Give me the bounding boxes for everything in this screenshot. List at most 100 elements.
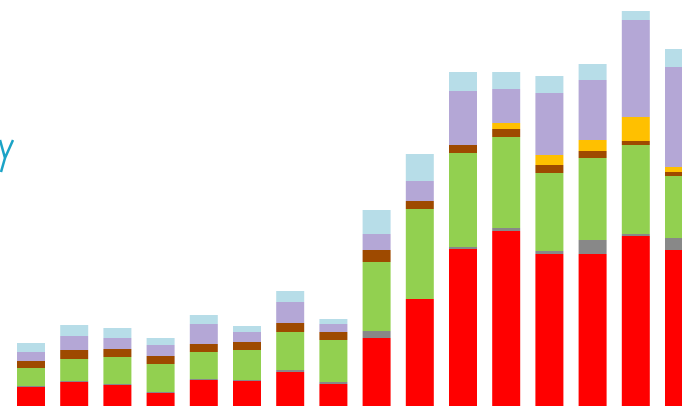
bar-segment-s5-15 xyxy=(621,117,650,141)
bar-segment-s1-1 xyxy=(17,387,45,406)
bar-segment-s3-2 xyxy=(60,359,89,381)
bar-segment-s2-2 xyxy=(60,381,89,382)
bar-segment-s4-5 xyxy=(189,344,218,352)
bar-segment-s1-11 xyxy=(449,249,477,406)
bar-segment-s3-16 xyxy=(665,176,682,238)
bar-segment-s3-12 xyxy=(492,137,521,228)
bar-segment-s1-15 xyxy=(621,236,650,406)
bar-segment-s1-13 xyxy=(535,254,564,406)
bar-segment-s6-2 xyxy=(60,336,89,350)
bar-segment-s3-6 xyxy=(233,350,261,380)
bar-segment-s3-1 xyxy=(17,368,45,386)
bar-segment-s2-14 xyxy=(578,240,607,254)
bar-segment-s6-10 xyxy=(405,181,434,201)
bar-segment-s7-9 xyxy=(362,210,391,234)
bar-segment-s6-7 xyxy=(276,302,305,323)
bar-segment-s2-5 xyxy=(189,379,218,380)
bar-segment-s1-2 xyxy=(60,382,89,406)
bar-segment-s7-1 xyxy=(17,343,45,352)
bar-segment-s7-2 xyxy=(60,325,89,336)
bar-segment-s4-7 xyxy=(276,323,305,332)
bar-series-group xyxy=(17,11,682,406)
bar-segment-s4-1 xyxy=(17,361,45,368)
bar-segment-s7-13 xyxy=(535,76,564,93)
bar-segment-s6-5 xyxy=(189,324,218,344)
bar-segment-s5-16 xyxy=(665,167,682,172)
bar-segment-s6-16 xyxy=(665,67,682,167)
bar-segment-s7-8 xyxy=(319,319,348,324)
bar-segment-s1-8 xyxy=(319,384,348,406)
bar-segment-s2-12 xyxy=(492,228,521,231)
bar-segment-s1-9 xyxy=(362,338,391,406)
bar-segment-s6-9 xyxy=(362,234,391,250)
bar-segment-s4-11 xyxy=(449,145,477,153)
partial-title-glyph xyxy=(0,139,14,173)
bar-segment-s4-14 xyxy=(578,151,607,158)
bar-segment-s7-3 xyxy=(103,328,132,338)
bar-segment-s4-15 xyxy=(621,141,650,145)
bar-segment-s5-13 xyxy=(535,155,564,165)
bar-segment-s3-9 xyxy=(362,262,391,331)
bar-segment-s1-6 xyxy=(233,381,261,406)
bar-segment-s6-14 xyxy=(578,80,607,140)
bar-segment-s6-13 xyxy=(535,93,564,155)
bar-segment-s3-13 xyxy=(535,173,564,251)
bar-segment-s2-13 xyxy=(535,251,564,254)
bar-segment-s2-8 xyxy=(319,382,348,384)
bar-segment-s1-3 xyxy=(103,385,132,406)
bar-segment-s4-12 xyxy=(492,129,521,137)
bar-segment-s2-15 xyxy=(621,234,650,236)
bar-segment-s3-15 xyxy=(621,145,650,234)
bar-segment-s4-4 xyxy=(146,356,175,364)
bar-segment-s7-4 xyxy=(146,338,175,345)
bar-segment-s2-11 xyxy=(449,247,477,249)
bar-segment-s1-4 xyxy=(146,393,175,406)
bar-segment-s7-15 xyxy=(621,11,650,20)
bar-segment-s2-3 xyxy=(103,384,132,385)
bar-segment-s4-16 xyxy=(665,172,682,176)
bar-segment-s4-2 xyxy=(60,350,89,359)
bar-segment-s2-4 xyxy=(146,392,175,393)
bar-segment-s4-9 xyxy=(362,250,391,262)
bar-segment-s3-14 xyxy=(578,158,607,240)
bar-segment-s7-6 xyxy=(233,326,261,332)
bar-segment-s7-5 xyxy=(189,315,218,324)
bar-segment-s1-7 xyxy=(276,372,305,406)
bar-segment-s7-7 xyxy=(276,291,305,302)
bar-segment-s7-11 xyxy=(449,72,477,91)
bar-segment-s6-3 xyxy=(103,338,132,349)
bar-segment-s2-6 xyxy=(233,380,261,381)
bar-segment-s5-12 xyxy=(492,123,521,129)
bar-segment-s2-7 xyxy=(276,370,305,372)
bar-segment-s1-12 xyxy=(492,231,521,406)
bar-segment-s2-1 xyxy=(17,386,45,387)
bar-segment-s1-10 xyxy=(405,299,434,406)
bar-segment-s1-5 xyxy=(189,380,218,406)
bar-segment-s3-7 xyxy=(276,332,305,370)
bar-segment-s4-8 xyxy=(319,332,348,340)
bar-segment-s7-16 xyxy=(665,49,682,67)
bar-segment-s6-4 xyxy=(146,345,175,356)
bar-segment-s7-12 xyxy=(492,72,521,89)
bar-segment-s3-10 xyxy=(405,209,434,299)
bar-segment-s2-9 xyxy=(362,331,391,338)
bar-segment-s6-12 xyxy=(492,89,521,123)
bar-segment-s4-3 xyxy=(103,349,132,357)
bar-segment-s4-13 xyxy=(535,165,564,173)
bar-segment-s3-11 xyxy=(449,153,477,247)
bar-segment-s3-5 xyxy=(189,352,218,379)
bar-segment-s4-10 xyxy=(405,201,434,209)
bar-segment-s7-14 xyxy=(578,64,607,80)
bar-segment-s7-10 xyxy=(405,154,434,181)
bar-segment-s5-14 xyxy=(578,140,607,151)
bar-segment-s6-6 xyxy=(233,332,261,342)
bar-segment-s4-6 xyxy=(233,342,261,350)
bar-segment-s1-14 xyxy=(578,254,607,406)
bar-segment-s3-3 xyxy=(103,357,132,384)
bar-segment-s6-15 xyxy=(621,20,650,117)
bar-segment-s3-4 xyxy=(146,364,175,392)
bar-segment-s6-1 xyxy=(17,352,45,361)
bar-segment-s6-8 xyxy=(319,324,348,332)
bar-segment-s1-16 xyxy=(665,250,682,406)
